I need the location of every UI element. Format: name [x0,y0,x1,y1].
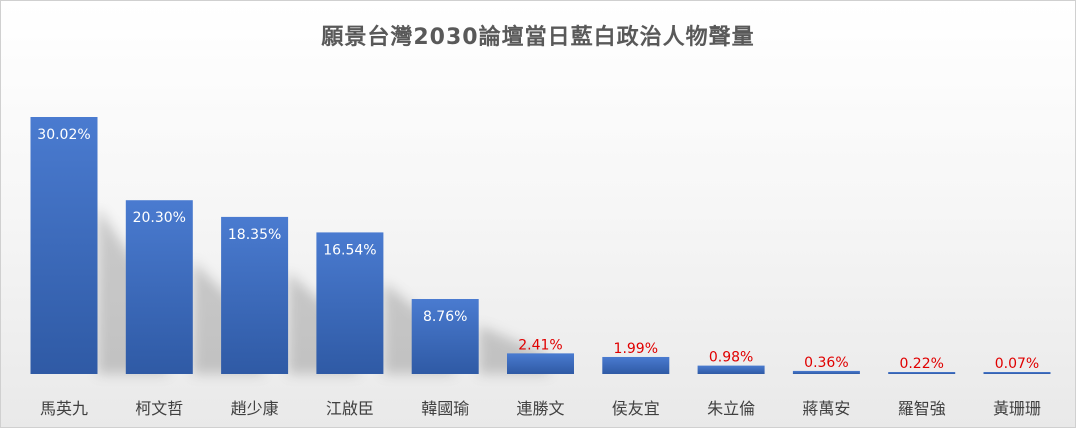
data-label-1: 30.02% [37,127,90,143]
category-label-1: 馬英九 [40,399,88,418]
bar-7 [602,356,670,374]
category-label-4: 江啟臣 [326,399,374,418]
category-label-6: 連勝文 [516,399,564,418]
data-label-6: 2.41% [518,337,562,353]
data-label-5: 8.76% [423,309,467,325]
category-label-3: 趙少康 [231,399,279,418]
bar-6 [507,353,574,374]
data-label-4: 16.54% [323,242,376,258]
data-label-7: 1.99% [614,341,658,357]
bar-2 [125,200,193,374]
data-label-2: 20.30% [133,210,186,226]
category-label-10: 羅智強 [898,399,946,418]
category-label-2: 柯文哲 [135,399,183,418]
bar-10 [888,372,956,374]
data-label-10: 0.22% [899,356,943,372]
bar-9 [792,370,860,374]
category-label-11: 黃珊珊 [993,399,1041,418]
bar-5 [411,299,479,374]
bar-11 [983,372,1051,374]
category-label-9: 蔣萬安 [802,399,850,418]
data-label-11: 0.07% [995,356,1039,372]
bar-3 [221,216,289,374]
data-label-8: 0.98% [709,350,753,366]
bar-4 [316,232,384,374]
data-label-3: 18.35% [228,227,281,243]
bar-1 [30,117,98,374]
category-label-8: 朱立倫 [707,399,755,418]
bar-8 [697,365,765,374]
category-label-5: 韓國瑜 [421,399,469,418]
chart-title: 願景台灣2030論壇當日藍白政治人物聲量 [321,25,755,50]
category-label-7: 侯友宜 [612,399,660,418]
data-label-9: 0.36% [804,355,848,371]
